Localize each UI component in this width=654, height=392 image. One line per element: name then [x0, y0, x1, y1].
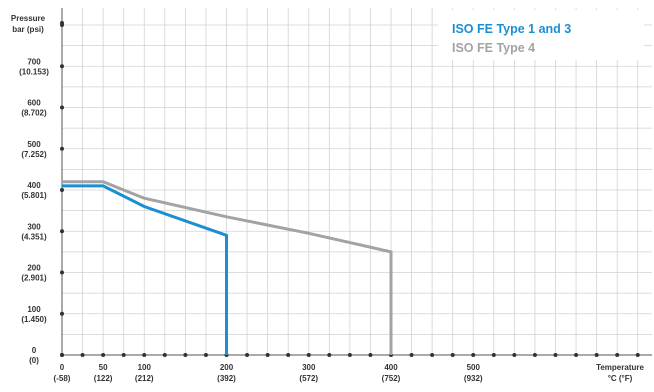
- x-tick-dot: [471, 353, 476, 357]
- y-tick-dot: [60, 229, 64, 234]
- legend-entry-type-4: ISO FE Type 4: [452, 41, 535, 55]
- legend: ISO FE Type 1 and 3 ISO FE Type 4: [438, 10, 644, 60]
- x-tick-dot: [409, 353, 414, 357]
- y-tick-label-psi: (7.252): [21, 150, 47, 159]
- y-tick-label-psi: (10.153): [19, 67, 49, 76]
- series-lines: [62, 180, 393, 355]
- x-tick-dot: [594, 353, 599, 357]
- y-tick-label-psi: (4.351): [21, 232, 47, 241]
- x-tick-dot: [101, 353, 106, 357]
- x-tick-dot: [615, 353, 620, 357]
- series-line-type-1-and-3: [62, 184, 228, 355]
- grid: [61, 8, 652, 355]
- y-tick-label: 500: [27, 140, 41, 149]
- y-tick-label: 600: [27, 99, 41, 108]
- y-tick-label: 200: [27, 264, 41, 273]
- y-axis-unit: bar (psi): [12, 25, 44, 34]
- y-tick-label-psi: (0): [29, 356, 39, 365]
- x-tick-dot: [286, 353, 291, 357]
- x-tick-label-f: (212): [135, 374, 154, 383]
- x-tick-dot: [532, 353, 537, 357]
- x-tick-label: 500: [467, 363, 481, 372]
- x-tick-label: 100: [138, 363, 152, 372]
- x-tick-dot: [327, 353, 332, 357]
- x-tick-dot: [80, 353, 85, 357]
- x-tick-label: 0: [60, 363, 65, 372]
- axes: [60, 8, 652, 357]
- y-tick-label-psi: (5.801): [21, 191, 47, 200]
- x-tick-dot: [553, 353, 558, 357]
- x-tick-label: 400: [384, 363, 398, 372]
- x-tick-dot: [142, 353, 147, 357]
- x-tick-dot: [183, 353, 188, 357]
- x-tick-label-f: (-58): [54, 374, 71, 383]
- x-tick-label-f: (392): [217, 374, 236, 383]
- x-tick-dot: [635, 353, 640, 357]
- x-tick-dot: [306, 353, 311, 357]
- y-tick-dot: [60, 21, 64, 25]
- x-tick-dot: [450, 353, 455, 357]
- x-axis-title: Temperature: [596, 363, 644, 372]
- x-tick-dot: [245, 353, 250, 357]
- x-tick-dot: [491, 353, 496, 357]
- x-tick-dot: [60, 353, 64, 357]
- x-tick-label: 200: [220, 363, 234, 372]
- y-tick-dot: [60, 311, 64, 316]
- x-tick-label-f: (572): [299, 374, 318, 383]
- y-tick-dot: [60, 146, 64, 151]
- y-tick-label: 700: [27, 57, 41, 66]
- x-tick-dot: [430, 353, 435, 357]
- x-tick-dot: [512, 353, 517, 357]
- x-tick-dot: [368, 353, 373, 357]
- x-tick-label-f: (932): [464, 374, 483, 383]
- x-tick-label: 300: [302, 363, 316, 372]
- y-tick-label: 0: [32, 346, 37, 355]
- y-tick-label-psi: (1.450): [21, 315, 47, 324]
- x-axis-unit: °C (°F): [608, 374, 633, 383]
- x-tick-dot: [203, 353, 208, 357]
- legend-box: [438, 10, 644, 60]
- y-tick-label: 400: [27, 181, 41, 190]
- x-tick-label-f: (122): [94, 374, 113, 383]
- x-tick-label: 50: [99, 363, 108, 372]
- tick-labels: 0(0)100(1.450)200(2.901)300(4.351)400(5.…: [11, 14, 645, 383]
- y-tick-label: 300: [27, 222, 41, 231]
- series-line-type-4: [62, 180, 393, 355]
- x-tick-dot: [162, 353, 167, 357]
- y-tick-dot: [60, 105, 64, 110]
- y-axis-title: Pressure: [11, 14, 46, 23]
- y-tick-label-psi: (8.702): [21, 109, 47, 118]
- x-tick-dot: [574, 353, 579, 357]
- y-tick-dot: [60, 270, 64, 275]
- legend-entry-type-1-and-3: ISO FE Type 1 and 3: [452, 22, 571, 36]
- y-tick-dot: [60, 64, 64, 69]
- x-tick-label-f: (752): [382, 374, 401, 383]
- x-tick-dot: [265, 353, 270, 357]
- x-tick-dot: [347, 353, 352, 357]
- y-tick-dot: [60, 188, 64, 192]
- x-tick-dot: [121, 353, 126, 357]
- y-tick-label: 100: [27, 305, 41, 314]
- y-tick-label-psi: (2.901): [21, 274, 47, 283]
